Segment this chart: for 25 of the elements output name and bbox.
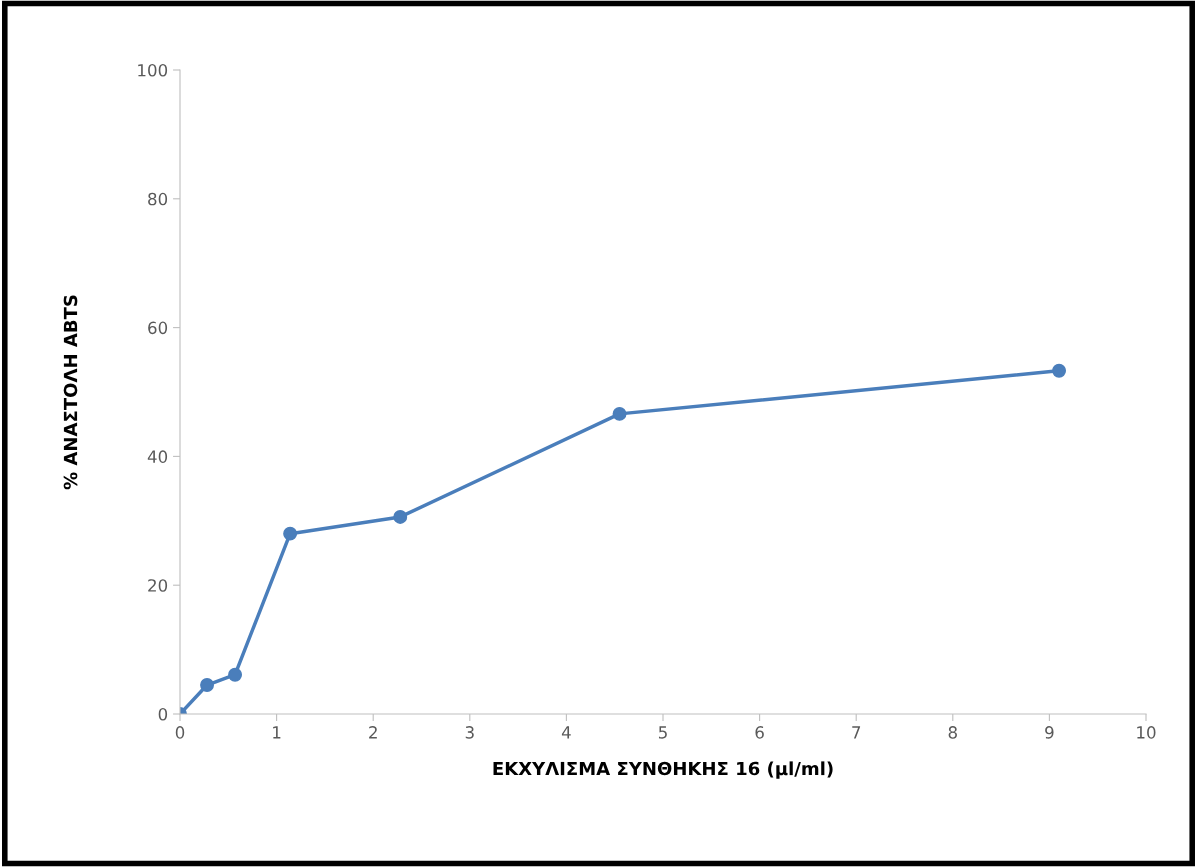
x-tick-label: 7 — [852, 726, 861, 739]
x-tick-label: 1 — [273, 726, 281, 739]
x-tick-label: 6 — [755, 726, 764, 739]
point — [393, 509, 408, 524]
x-tick-label: 8 — [948, 726, 957, 739]
point — [283, 526, 298, 541]
x-tick-label: 5 — [658, 726, 667, 739]
x-tick-label: 9 — [1045, 726, 1054, 739]
y-tick-label: 100 — [138, 63, 168, 77]
point — [612, 406, 627, 421]
y-tick-label: 20 — [148, 579, 168, 592]
x-tick-label: 10 — [1137, 726, 1156, 739]
y-tick-label: 80 — [148, 192, 168, 206]
x-tick-label: 4 — [561, 726, 571, 739]
y-tick-label: 40 — [147, 450, 168, 463]
x-tick-label: 3 — [465, 726, 474, 739]
x-tick-label: 0 — [175, 726, 185, 739]
y-axis-title: % ΑΝΑΣΤΟΛΗ ABTS — [63, 295, 78, 490]
y-tick-label: 60 — [148, 321, 168, 335]
y-tick-label: 0 — [158, 707, 168, 721]
point — [1052, 363, 1067, 378]
point — [200, 678, 214, 692]
point — [228, 667, 243, 682]
x-axis-title: ΕΚΧΥΛΙΣΜΑ ΣΥΝΘΗΚΗΣ 16 (μl/ml) — [493, 761, 833, 779]
x-tick-label: 2 — [369, 726, 377, 739]
